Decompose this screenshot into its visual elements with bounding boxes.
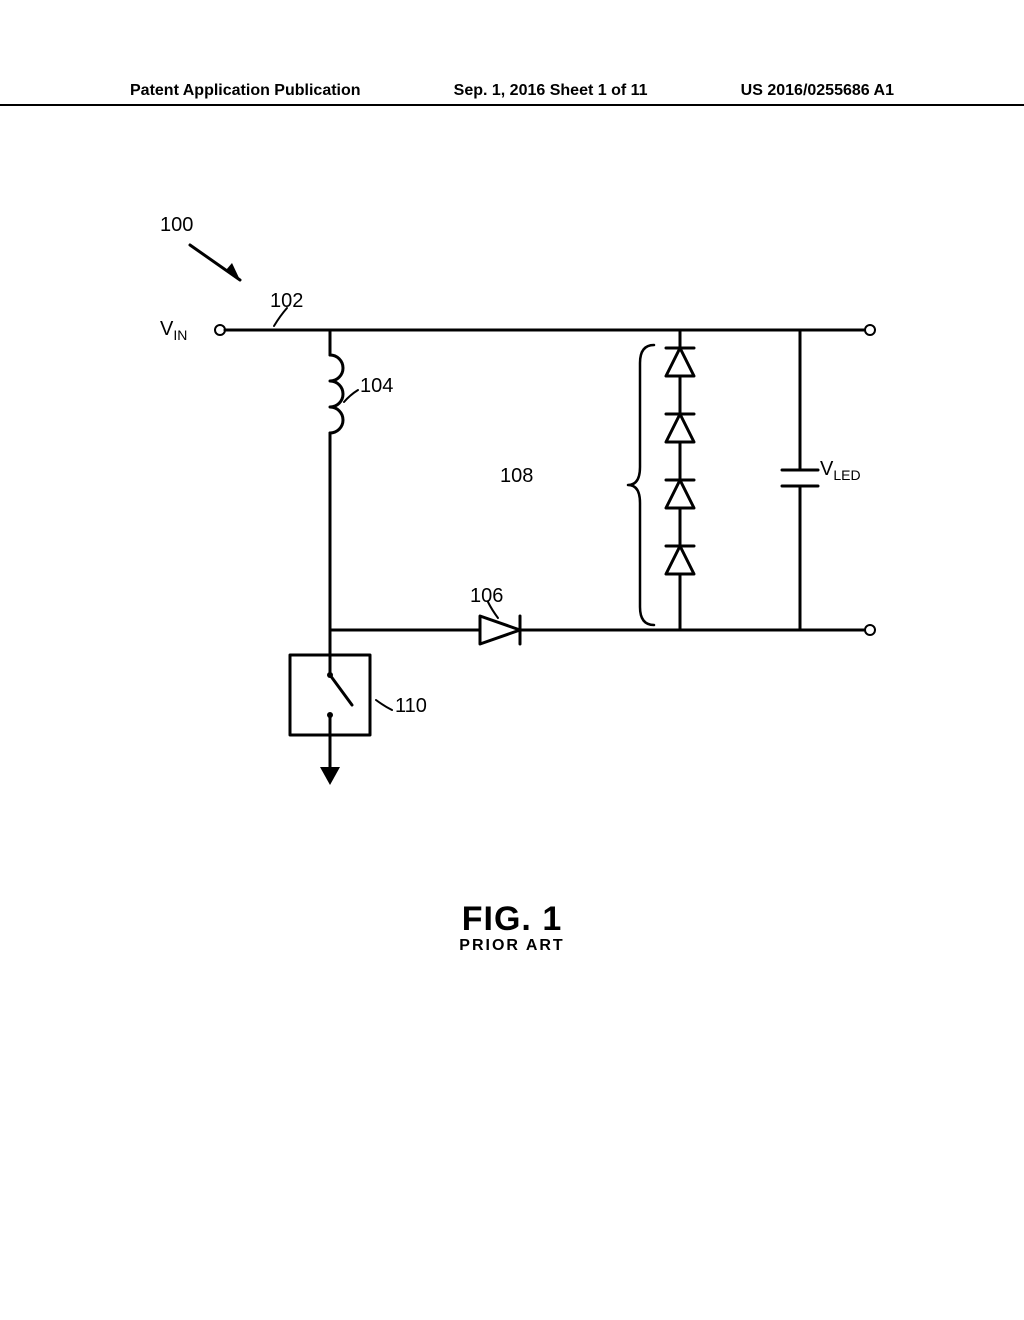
circuit-svg bbox=[100, 200, 920, 900]
vin-label: VIN bbox=[160, 318, 187, 343]
ref-100: 100 bbox=[160, 214, 193, 237]
page-header: Patent Application Publication Sep. 1, 2… bbox=[0, 82, 1024, 106]
ref-104: 104 bbox=[360, 375, 393, 398]
ref-102: 102 bbox=[270, 290, 303, 313]
ref-106: 106 bbox=[470, 585, 503, 608]
header-center: Sep. 1, 2016 Sheet 1 of 11 bbox=[454, 82, 648, 100]
figure-caption: FIG. 1 PRIOR ART bbox=[0, 900, 1024, 955]
ref-108: 108 bbox=[500, 465, 533, 488]
figure-subtitle: PRIOR ART bbox=[0, 937, 1024, 955]
vled-label: VLED bbox=[820, 458, 861, 483]
ref-110: 110 bbox=[395, 695, 427, 718]
header-left: Patent Application Publication bbox=[130, 82, 361, 100]
circuit-diagram: VIN 100 102 104 108 106 110 VLED bbox=[100, 200, 920, 900]
header-right: US 2016/0255686 A1 bbox=[741, 82, 894, 100]
figure-number: FIG. 1 bbox=[0, 900, 1024, 939]
